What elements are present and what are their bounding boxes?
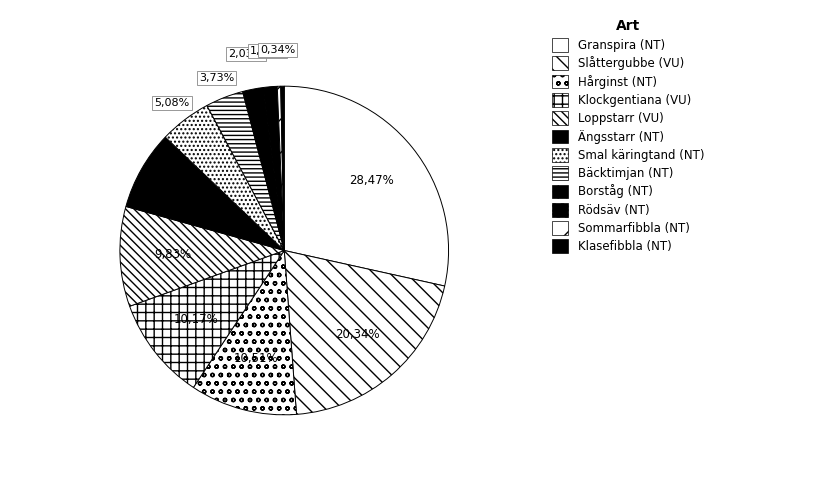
Text: 10,17%: 10,17% xyxy=(174,313,219,326)
Wedge shape xyxy=(242,88,284,250)
Wedge shape xyxy=(126,137,284,250)
Legend: Granspira (NT), Slåttergubbe (VU), Hårginst (NT), Klockgentiana (VU), Loppstarr : Granspira (NT), Slåttergubbe (VU), Hårgi… xyxy=(548,16,707,257)
Wedge shape xyxy=(281,86,284,250)
Text: 9,83%: 9,83% xyxy=(154,248,191,261)
Wedge shape xyxy=(206,92,284,250)
Wedge shape xyxy=(278,86,284,250)
Wedge shape xyxy=(120,206,284,306)
Text: 1,36%: 1,36% xyxy=(250,46,285,56)
Wedge shape xyxy=(284,86,449,286)
Wedge shape xyxy=(193,250,297,415)
Text: 5,08%: 5,08% xyxy=(155,98,190,108)
Wedge shape xyxy=(166,106,284,250)
Wedge shape xyxy=(263,86,284,250)
Text: 10,51%: 10,51% xyxy=(234,352,278,365)
Text: 20,34%: 20,34% xyxy=(335,329,380,342)
Text: 3,73%: 3,73% xyxy=(199,73,234,83)
Wedge shape xyxy=(130,250,284,387)
Text: 0,34%: 0,34% xyxy=(260,45,295,55)
Wedge shape xyxy=(284,250,445,414)
Text: 7,80%: 7,80% xyxy=(169,189,206,202)
Text: 2,03%: 2,03% xyxy=(228,49,263,59)
Text: 28,47%: 28,47% xyxy=(349,174,394,187)
